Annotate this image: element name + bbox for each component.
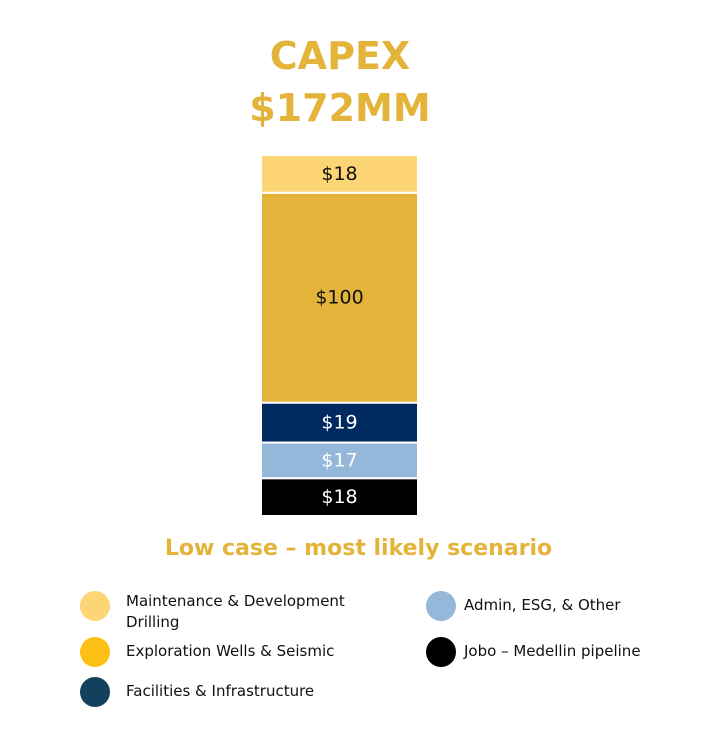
stacked-bar-chart: $18 $17 $19 $100 $18: [260, 154, 419, 517]
legend-label-exploration-wells: Exploration Wells & Seismic: [126, 642, 335, 660]
legend-label-admin-esg: Admin, ESG, & Other: [464, 596, 621, 614]
legend-item-facilities: Facilities & Infrastructure: [80, 677, 314, 707]
legend-label-jobo-pipeline: Jobo – Medellin pipeline: [464, 642, 641, 660]
bar-segment-2: [260, 401, 419, 444]
legend-label-facilities: Facilities & Infrastructure: [126, 682, 315, 700]
legend-swatch-exploration-wells: [80, 637, 110, 667]
bar-segment-1: [260, 441, 419, 480]
bar-data-label-4: $18: [321, 163, 357, 185]
bar-data-label-3: $100: [315, 287, 363, 309]
legend-item-maintenance-drilling: Maintenance & Development Drilling: [80, 591, 366, 633]
legend-swatch-facilities: [80, 677, 110, 707]
scenario-caption: Low case – most likely scenario: [164, 536, 553, 561]
legend-swatch-maintenance-drilling: [80, 591, 110, 621]
legend-item-admin-esg: Admin, ESG, & Other: [426, 591, 621, 621]
bar-data-label-2: $19: [321, 412, 357, 434]
chart-title-line-2: $172MM: [249, 86, 431, 130]
chart-title-line-1: CAPEX: [269, 34, 411, 78]
legend-item-jobo-pipeline: Jobo – Medellin pipeline: [426, 637, 641, 667]
bar-data-label-0: $18: [321, 486, 357, 508]
legend-swatch-admin-esg: [426, 591, 456, 621]
legend-swatch-jobo-pipeline: [426, 637, 456, 667]
bar-data-label-1: $17: [321, 449, 357, 471]
legend-label-maintenance-drilling: Maintenance & Development Drilling: [126, 592, 345, 631]
legend-item-exploration-wells: Exploration Wells & Seismic: [80, 637, 334, 667]
bar-segment-4: [260, 154, 419, 194]
